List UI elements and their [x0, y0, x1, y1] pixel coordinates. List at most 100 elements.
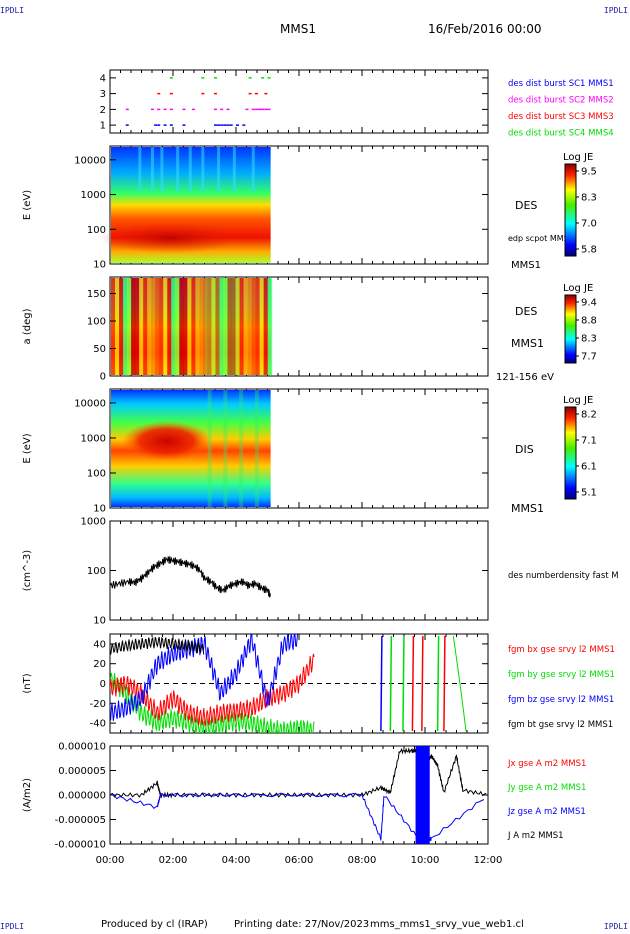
colorbar	[564, 294, 577, 364]
panel-frame	[109, 69, 489, 134]
field-series	[110, 634, 299, 721]
y-axis-label: a (deg)	[22, 308, 33, 344]
spectrogram-band	[111, 278, 116, 375]
colorbar-tick-label: 9.4	[581, 298, 597, 309]
field-spike	[380, 635, 383, 732]
y-tick-label: 4	[100, 73, 106, 84]
current-block	[415, 746, 430, 844]
spectrogram-band	[259, 278, 265, 375]
current-series	[110, 747, 487, 799]
spectrogram-streak	[254, 390, 259, 507]
spectrogram-streak	[150, 147, 154, 192]
footer-produced-by: Produced by cl (IRAP)	[101, 919, 208, 930]
spectrogram-band	[179, 278, 184, 375]
spectrogram-band	[267, 278, 273, 375]
spectrogram-band	[119, 278, 124, 375]
y-tick-label: 0.000005	[58, 766, 106, 777]
spectrogram-band	[143, 278, 148, 375]
spectrogram-band	[215, 278, 220, 375]
x-tick-label: 00:00	[96, 855, 125, 866]
spectrogram-band	[155, 278, 160, 375]
corner-label-bottom-left: IPDLI	[0, 922, 25, 931]
spectrogram-band	[159, 278, 164, 375]
spectrogram-band	[151, 278, 156, 375]
field-spike	[389, 635, 393, 732]
spacecraft-title: MMS1	[280, 22, 316, 36]
spectrogram-streak	[207, 390, 212, 507]
y-tick-label: 10000	[74, 155, 106, 166]
field-spike	[452, 635, 467, 732]
spectrogram-band	[223, 278, 228, 375]
legend-entry: des dist burst SC3 MMS3	[508, 112, 614, 122]
colorbar-tick-label: 7.7	[581, 352, 597, 363]
spectrogram-band	[191, 278, 196, 375]
y-tick-label: 10	[93, 616, 106, 627]
spectrogram-band	[255, 278, 261, 375]
legend-entry: des dist burst SC2 MMS2	[508, 96, 614, 106]
y-tick-label: 150	[87, 289, 106, 300]
y-tick-label: 100	[87, 225, 106, 236]
y-tick-label: 0.000010	[58, 742, 106, 753]
y-tick-label: 1000	[81, 517, 106, 528]
x-tick-label: 08:00	[348, 855, 377, 866]
legend-entry: fgm bx gse srvy l2 MMS1	[508, 645, 615, 655]
colorbar-tick-label: 6.1	[581, 462, 597, 473]
spectrogram-band	[183, 278, 188, 375]
x-tick-label: 12:00	[474, 855, 503, 866]
panel-des-energy-spectrogram: DES edp scpot MMS1 MMS1 10 100 1000 10000 E (eV…	[22, 145, 597, 271]
y-tick-label: 50	[93, 344, 106, 355]
y-tick-label: 2	[100, 105, 106, 116]
x-tick-label: 06:00	[285, 855, 314, 866]
x-tick-label: 04:00	[222, 855, 251, 866]
y-tick-label: 0	[100, 679, 106, 690]
y-tick-label: 100	[87, 566, 106, 577]
species-label: DES	[515, 199, 537, 212]
side-label: edp scpot MMS1	[508, 234, 574, 243]
panel-current-density: -0.000010 -0.000005 0.000000 0.000005 0.0000…	[22, 742, 586, 851]
colorbar-tick-label: 9.5	[581, 167, 597, 178]
legend-entry: des numberdensity fast M	[508, 571, 619, 581]
legend-entry: Jx gse A m2 MMS1	[507, 759, 586, 769]
colorbar	[564, 163, 577, 257]
x-tick-label: 10:00	[411, 855, 440, 866]
corner-label-top-left: IPDLI	[0, 6, 25, 15]
y-tick-label: 3	[100, 89, 106, 100]
spectrogram-band	[247, 278, 253, 375]
field-series	[110, 636, 205, 655]
y-tick-label: 100	[87, 468, 106, 479]
spectrogram-band	[235, 278, 241, 375]
colorbar-tick-label: 5.8	[581, 245, 597, 256]
y-axis-label: (A/m2)	[22, 778, 33, 812]
date-title: 16/Feb/2016 00:00	[428, 22, 542, 36]
legend-entry: Jz gse A m2 MMS1	[507, 807, 586, 817]
spectrogram-band	[204, 278, 240, 375]
spectrogram-band	[251, 278, 257, 375]
spectrogram-band	[115, 278, 120, 375]
y-tick-label: -20	[90, 699, 106, 710]
field-series	[110, 672, 315, 733]
y-tick-label: 10	[93, 260, 106, 271]
spectrogram-streak	[138, 147, 142, 192]
spectrogram-band	[139, 278, 144, 375]
colorbar-tick-label: 8.2	[581, 410, 597, 421]
panel-des-pitch-angle: DES MMS1 121-156 eV 0 50 100 150 a (deg) Log JE 9…	[22, 276, 597, 383]
spectrogram-band	[195, 278, 200, 375]
side-label: MMS1	[511, 502, 544, 515]
spectrogram-streak	[201, 147, 205, 192]
footer-printing-date: Printing date: 27/Nov/2023	[234, 919, 370, 930]
colorbar-tick-label: 8.3	[581, 193, 597, 204]
spectrogram-band	[263, 278, 269, 375]
species-label: DIS	[515, 443, 534, 456]
series-group	[110, 746, 487, 844]
side-label: 121-156 eV	[496, 372, 554, 383]
series-group	[109, 556, 272, 598]
spectrogram-streak	[239, 390, 244, 507]
multi-panel-plot: 1 2 3 4 des dist burst SC1 MMS1 des dist burs…	[22, 69, 619, 866]
field-spike	[436, 635, 440, 732]
spectrogram-band	[207, 278, 212, 375]
legend-entry: J A m2 MMS1	[507, 831, 564, 841]
spectrogram-band	[243, 278, 249, 375]
panel-burst-availability: 1 2 3 4 des dist burst SC1 MMS1 des dist burs…	[100, 69, 614, 139]
side-label: MMS1	[511, 260, 541, 271]
colorbar-title: Log JE	[563, 152, 593, 163]
